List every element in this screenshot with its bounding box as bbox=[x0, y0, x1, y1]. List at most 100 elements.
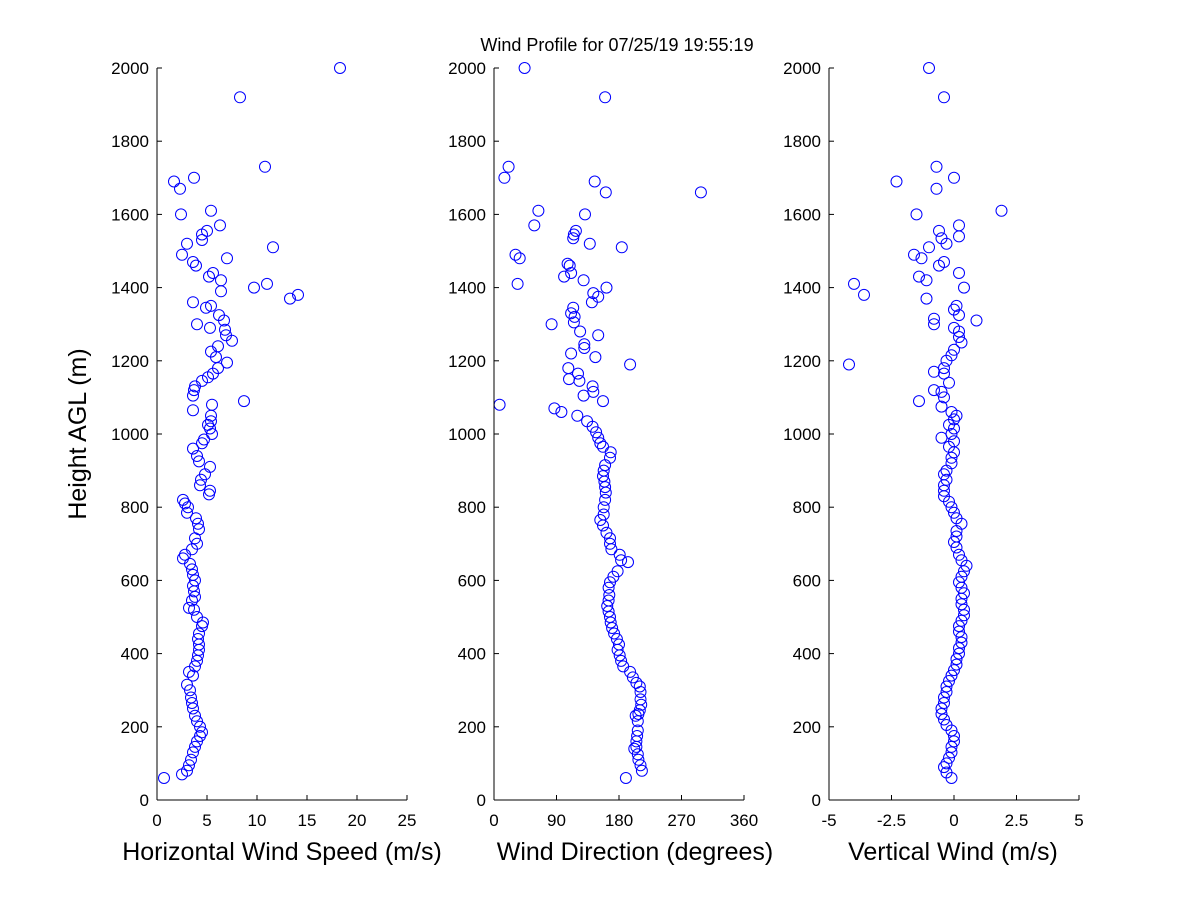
vertical-wind-point bbox=[950, 512, 963, 525]
vertical-wind-point bbox=[935, 708, 948, 720]
wind-direction-point bbox=[615, 554, 628, 567]
vertical-wind-point bbox=[948, 413, 960, 426]
vertical-wind-point bbox=[940, 686, 953, 698]
vertical-wind-point bbox=[950, 530, 963, 543]
wind-direction-point bbox=[509, 248, 522, 261]
wind-direction-point bbox=[568, 310, 581, 323]
horizontal-wind-speed-point bbox=[203, 270, 215, 283]
vertical-wind-point bbox=[950, 658, 963, 671]
figure-title: Wind Profile for 07/25/19 19:55:19 bbox=[480, 35, 753, 55]
vertical-wind-point bbox=[955, 614, 968, 627]
wind-direction-point bbox=[604, 451, 616, 464]
wind-direction-point bbox=[594, 437, 607, 450]
vertical-wind-y-tick-label: 1000 bbox=[783, 425, 821, 444]
wind-direction-point bbox=[599, 91, 612, 104]
vertical-wind-y-tick-label: 0 bbox=[812, 791, 821, 810]
wind-direction-y-tick-label: 2000 bbox=[448, 59, 486, 78]
horizontal-wind-speed-point bbox=[191, 318, 203, 331]
wind-direction-point bbox=[617, 660, 630, 673]
vertical-wind-point bbox=[940, 719, 953, 731]
horizontal-wind-speed-point bbox=[179, 548, 191, 561]
vertical-wind-point bbox=[928, 312, 940, 325]
wind-direction-point bbox=[615, 241, 628, 254]
horizontal-wind-speed-y-tick-label: 1400 bbox=[111, 279, 149, 298]
wind-direction-point bbox=[597, 508, 610, 521]
wind-direction-point bbox=[574, 325, 587, 338]
vertical-wind-point bbox=[928, 318, 940, 331]
wind-direction-point bbox=[631, 724, 644, 737]
vertical-wind-y-tick-label: 800 bbox=[793, 498, 821, 517]
vertical-wind-points bbox=[843, 62, 1008, 784]
horizontal-wind-speed-point bbox=[187, 296, 199, 309]
horizontal-wind-speed-y-tick-label: 2000 bbox=[111, 59, 149, 78]
wind-direction-point bbox=[635, 698, 648, 711]
horizontal-wind-speed-point bbox=[181, 764, 193, 777]
vertical-wind-y-tick-label: 1600 bbox=[783, 205, 821, 224]
vertical-wind-point bbox=[938, 713, 950, 726]
wind-direction-y-tick-label: 1000 bbox=[448, 425, 486, 444]
vertical-wind-point bbox=[848, 277, 860, 290]
wind-direction-point bbox=[548, 402, 561, 415]
vertical-wind-point bbox=[953, 642, 965, 655]
wind-direction-x-tick-label: 270 bbox=[667, 811, 695, 830]
wind-direction-point bbox=[619, 772, 632, 784]
horizontal-wind-speed-point bbox=[189, 660, 201, 673]
vertical-wind-point bbox=[953, 219, 965, 232]
horizontal-wind-speed-point bbox=[191, 611, 203, 623]
horizontal-wind-speed-point bbox=[196, 374, 208, 387]
vertical-wind-x-tick-label: -5 bbox=[821, 811, 836, 830]
wind-direction-point bbox=[603, 589, 616, 601]
horizontal-wind-speed-point bbox=[174, 182, 186, 195]
vertical-wind-point bbox=[953, 267, 965, 279]
horizontal-wind-speed-point bbox=[220, 329, 232, 342]
vertical-wind-point bbox=[958, 603, 970, 616]
wind-direction-point bbox=[555, 406, 568, 418]
wind-direction-point bbox=[628, 742, 641, 755]
vertical-wind-point bbox=[970, 314, 983, 327]
vertical-wind-point bbox=[953, 548, 965, 561]
vertical-wind-point bbox=[953, 576, 965, 589]
wind-direction-x-axis-label: Wind Direction (degrees) bbox=[497, 838, 774, 866]
horizontal-wind-speed-point bbox=[188, 603, 200, 616]
vertical-wind-point bbox=[948, 730, 960, 742]
horizontal-wind-speed-y-tick-label: 1000 bbox=[111, 425, 149, 444]
wind-direction-point bbox=[599, 493, 612, 506]
vertical-wind-point bbox=[938, 367, 950, 380]
horizontal-wind-speed-point bbox=[259, 160, 271, 173]
vertical-wind-point bbox=[915, 252, 928, 265]
horizontal-wind-speed-x-tick-label: 10 bbox=[248, 811, 267, 830]
wind-direction-point bbox=[498, 171, 511, 184]
horizontal-wind-speed-x-tick-label: 15 bbox=[298, 811, 317, 830]
horizontal-wind-speed-x-axis-label: Horizontal Wind Speed (m/s) bbox=[122, 838, 442, 866]
horizontal-wind-speed-points bbox=[158, 62, 346, 784]
horizontal-wind-speed-x-tick-label: 0 bbox=[152, 811, 161, 830]
horizontal-wind-speed-point bbox=[203, 488, 215, 501]
vertical-wind-point bbox=[890, 175, 903, 188]
wind-direction-point bbox=[562, 362, 575, 375]
horizontal-wind-speed-y-tick-label: 200 bbox=[121, 718, 149, 737]
wind-direction-point bbox=[597, 395, 609, 408]
wind-direction-point bbox=[518, 62, 531, 74]
wind-direction-y-tick-label: 400 bbox=[458, 645, 486, 664]
wind-direction-point bbox=[610, 633, 623, 645]
horizontal-wind-speed-y-tick-label: 0 bbox=[140, 791, 149, 810]
horizontal-wind-speed-y-tick-label: 1200 bbox=[111, 352, 149, 371]
vertical-wind-y-tick-label: 1800 bbox=[783, 132, 821, 151]
wind-direction-y-tick-label: 1800 bbox=[448, 132, 486, 151]
vertical-wind-point bbox=[940, 766, 953, 779]
vertical-wind-point bbox=[945, 669, 958, 682]
vertical-wind-point bbox=[930, 182, 943, 195]
horizontal-wind-speed-point bbox=[205, 204, 217, 217]
figure-y-axis-label: Height AGL (m) bbox=[64, 348, 92, 519]
wind-direction-point bbox=[633, 680, 646, 693]
vertical-wind-point bbox=[948, 506, 960, 519]
wind-direction-point bbox=[511, 277, 524, 290]
vertical-wind-point bbox=[948, 303, 960, 316]
vertical-wind-point bbox=[913, 395, 925, 408]
wind-direction-point bbox=[532, 204, 545, 217]
wind-direction-point bbox=[577, 274, 590, 287]
horizontal-wind-speed-point bbox=[205, 299, 217, 312]
vertical-wind-point bbox=[935, 232, 948, 245]
wind-direction-point bbox=[545, 318, 558, 331]
horizontal-wind-speed-point bbox=[204, 484, 216, 497]
